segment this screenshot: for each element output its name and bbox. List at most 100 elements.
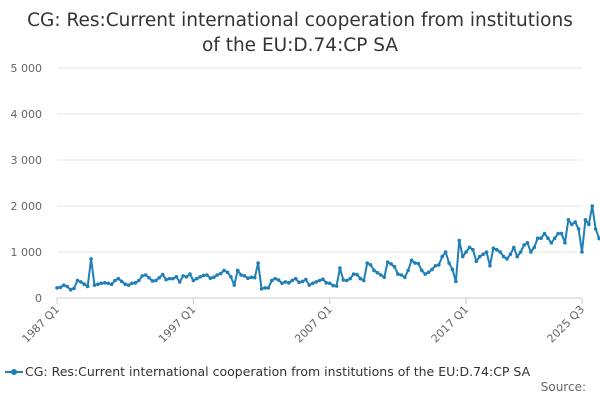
data-point bbox=[266, 286, 271, 290]
data-point bbox=[137, 278, 141, 283]
data-point bbox=[382, 275, 387, 280]
data-point bbox=[440, 254, 445, 259]
data-point bbox=[263, 286, 267, 290]
data-point bbox=[133, 281, 138, 285]
data-point bbox=[389, 262, 393, 266]
data-point bbox=[443, 250, 448, 254]
data-point bbox=[362, 278, 366, 283]
data-point bbox=[488, 264, 492, 268]
data-point bbox=[477, 254, 482, 259]
data-point bbox=[82, 282, 87, 287]
data-point bbox=[287, 281, 291, 285]
data-point bbox=[573, 220, 577, 224]
data-point bbox=[334, 284, 339, 288]
x-tick-label: 1997 Q1 bbox=[156, 303, 199, 346]
data-point bbox=[576, 227, 581, 231]
data-point bbox=[542, 231, 547, 236]
data-point bbox=[379, 273, 383, 277]
data-point bbox=[413, 261, 417, 265]
data-point bbox=[559, 231, 564, 236]
data-point bbox=[556, 231, 560, 236]
data-point bbox=[89, 257, 93, 261]
legend[interactable]: CG: Res:Current international cooperatio… bbox=[0, 364, 600, 384]
data-point bbox=[201, 273, 206, 278]
data-point bbox=[522, 243, 526, 247]
data-point bbox=[580, 250, 584, 254]
data-point bbox=[68, 287, 73, 292]
data-point bbox=[518, 250, 523, 254]
x-tick-label: 1987 Q1 bbox=[20, 303, 63, 346]
data-point bbox=[396, 272, 400, 276]
data-point bbox=[191, 278, 196, 283]
data-point bbox=[515, 254, 520, 259]
data-point bbox=[246, 276, 250, 281]
data-point bbox=[317, 278, 322, 283]
data-point bbox=[140, 274, 145, 278]
data-point bbox=[546, 236, 550, 240]
data-point bbox=[341, 278, 346, 282]
data-point bbox=[406, 268, 410, 273]
data-point bbox=[283, 280, 288, 284]
data-point bbox=[113, 278, 117, 283]
data-point bbox=[416, 261, 421, 266]
data-point bbox=[297, 280, 301, 285]
data-point bbox=[194, 276, 199, 281]
data-point bbox=[252, 275, 257, 280]
data-point bbox=[212, 275, 216, 280]
y-tick-label: 1 000 bbox=[11, 246, 43, 259]
data-point bbox=[198, 275, 202, 279]
y-tick-label: 4 000 bbox=[11, 108, 43, 121]
data-point bbox=[399, 273, 404, 277]
data-point bbox=[150, 279, 155, 283]
data-point bbox=[85, 284, 90, 289]
data-point bbox=[72, 286, 76, 291]
data-point bbox=[58, 285, 63, 290]
data-point bbox=[188, 272, 192, 276]
data-point bbox=[552, 236, 557, 240]
data-point bbox=[437, 263, 441, 267]
source-label: Source: bbox=[540, 380, 586, 394]
data-point bbox=[321, 277, 325, 281]
data-point bbox=[402, 275, 407, 280]
data-point bbox=[566, 218, 571, 222]
data-point bbox=[348, 276, 352, 281]
data-point bbox=[375, 270, 380, 275]
data-point bbox=[157, 275, 162, 280]
data-point bbox=[460, 254, 465, 259]
data-point bbox=[508, 252, 513, 257]
data-point bbox=[79, 280, 83, 284]
data-point bbox=[119, 279, 124, 284]
data-point bbox=[310, 281, 315, 286]
data-point bbox=[471, 247, 475, 252]
data-point bbox=[205, 273, 209, 277]
data-point bbox=[280, 281, 284, 286]
data-point bbox=[385, 260, 390, 264]
data-point bbox=[344, 278, 349, 283]
data-point bbox=[409, 258, 414, 263]
data-point bbox=[232, 283, 237, 287]
data-point bbox=[167, 276, 172, 281]
data-point bbox=[331, 283, 335, 288]
data-point bbox=[300, 279, 305, 284]
data-point bbox=[481, 252, 485, 257]
data-point bbox=[106, 281, 110, 286]
data-point bbox=[273, 276, 277, 281]
data-point bbox=[109, 282, 114, 287]
data-point bbox=[590, 204, 595, 208]
data-point bbox=[535, 236, 540, 240]
data-point bbox=[249, 275, 254, 280]
data-point bbox=[225, 270, 230, 275]
data-point bbox=[454, 279, 458, 284]
data-point bbox=[474, 259, 479, 264]
data-point bbox=[75, 278, 80, 283]
data-point bbox=[549, 241, 554, 245]
chart-title-line-2: of the EU:D.74:CP SA bbox=[201, 35, 398, 56]
data-point bbox=[593, 227, 598, 231]
x-axis: 1987 Q1 1997 Q1 2007 Q1 2017 Q1 2025 Q3 bbox=[20, 298, 587, 346]
data-point bbox=[218, 271, 223, 276]
data-point bbox=[372, 268, 376, 273]
data-point bbox=[433, 264, 438, 268]
data-point bbox=[62, 283, 66, 287]
data-point bbox=[102, 281, 107, 285]
